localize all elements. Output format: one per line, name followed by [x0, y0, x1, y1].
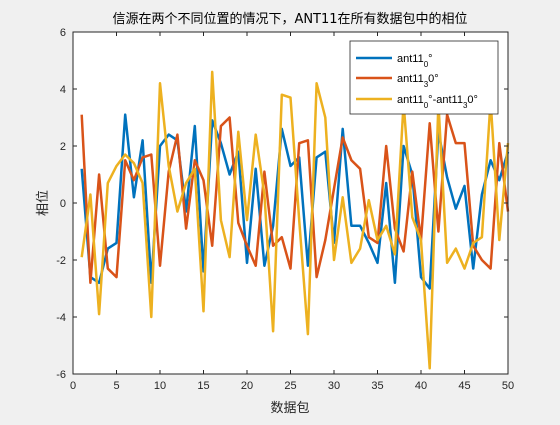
legend-label-3: ant110°-ant1130°	[397, 94, 478, 110]
x-tick-label: 0	[70, 380, 76, 392]
series-line-2	[80, 113, 510, 285]
x-tick-label: 50	[502, 380, 514, 392]
y-tick-label: 6	[60, 27, 66, 39]
y-tick-label: -2	[56, 255, 66, 267]
x-tick-label: 35	[371, 380, 383, 392]
y-tick-label: 4	[60, 84, 66, 96]
x-tick-label: 30	[328, 380, 340, 392]
series-line-3	[80, 70, 510, 370]
x-tick-label: 20	[241, 380, 253, 392]
chart-title: 信源在两个不同位置的情况下，ANT11在所有数据包中的相位	[112, 11, 467, 27]
y-tick-label: -4	[56, 312, 66, 324]
y-axis-label: 相位	[36, 190, 51, 216]
x-axis-label: 数据包	[270, 401, 309, 416]
x-tick-label: 40	[415, 380, 427, 392]
x-tick-label: 15	[197, 380, 209, 392]
x-tick-label: 25	[284, 380, 296, 392]
y-tick-label: 2	[60, 141, 66, 153]
legend-label-1: ant110°	[397, 53, 433, 69]
x-axis: 0 5 10 15 20 25 30 35 40 45 50	[70, 32, 514, 392]
x-tick-label: 45	[458, 380, 470, 392]
x-tick-label: 5	[113, 380, 119, 392]
legend-label-2: ant1130°	[397, 73, 439, 89]
y-tick-label: 0	[60, 198, 66, 210]
y-axis: -6 -4 -2 0 2 4 6	[56, 27, 508, 381]
series-layer	[80, 70, 510, 370]
legend: ant110° ant1130° ant110°-ant1130°	[349, 40, 499, 115]
y-tick-label: -6	[56, 369, 66, 381]
x-tick-label: 10	[154, 380, 166, 392]
